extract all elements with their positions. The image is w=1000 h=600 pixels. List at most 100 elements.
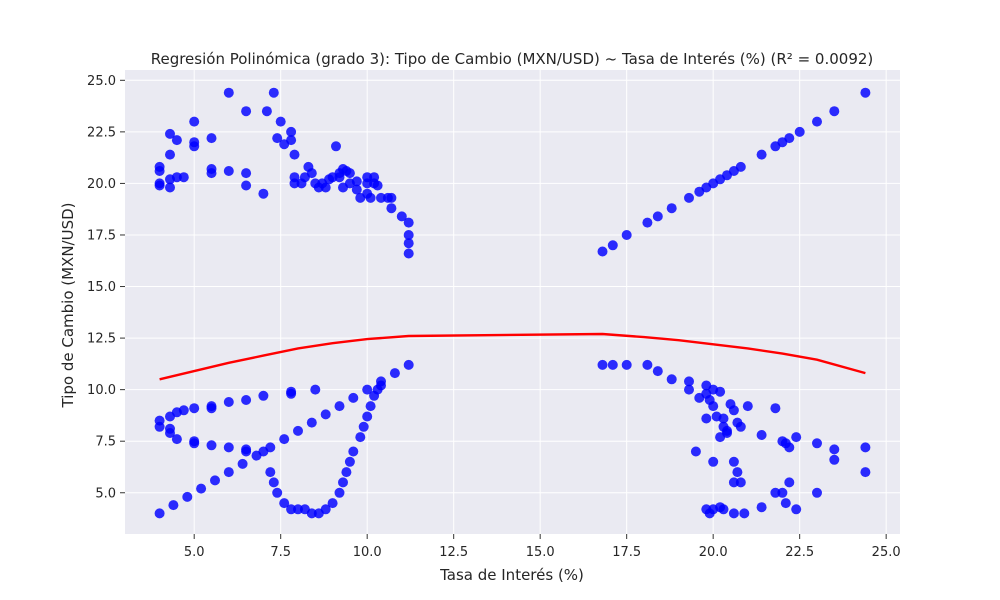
data-point	[829, 454, 840, 465]
data-point	[348, 392, 359, 403]
data-point	[241, 395, 252, 405]
data-point	[196, 483, 207, 494]
x-tick-label: 25.0	[872, 545, 901, 560]
data-point	[403, 217, 414, 228]
data-point	[306, 168, 317, 179]
data-point	[794, 126, 805, 137]
data-point	[279, 434, 290, 445]
data-point	[210, 475, 220, 486]
data-point	[241, 446, 252, 457]
x-tick-label: 10.0	[353, 545, 382, 560]
data-point	[306, 417, 317, 428]
x-tick-label: 12.5	[439, 545, 468, 560]
data-point	[666, 374, 677, 385]
x-axis-label: Tasa de Interés (%)	[439, 566, 584, 584]
data-point	[351, 176, 362, 187]
data-point	[223, 442, 234, 453]
data-point	[621, 230, 632, 240]
data-point	[310, 384, 321, 395]
data-point	[223, 467, 234, 478]
data-point	[812, 487, 822, 498]
data-point	[241, 180, 252, 191]
data-point	[171, 434, 182, 445]
data-point	[279, 498, 290, 509]
data-point	[621, 359, 632, 370]
y-tick-label: 7.5	[95, 435, 116, 450]
data-point	[722, 425, 732, 436]
data-point	[237, 458, 248, 469]
data-point	[860, 442, 871, 453]
data-point	[784, 442, 795, 453]
data-point	[189, 141, 200, 152]
data-point	[770, 487, 781, 498]
data-point	[261, 106, 272, 117]
data-point	[223, 166, 234, 176]
data-point	[742, 401, 753, 412]
data-point	[358, 421, 369, 432]
y-tick-label: 5.0	[95, 486, 116, 501]
x-tick-label: 5.0	[184, 545, 205, 560]
data-point	[386, 203, 397, 214]
data-point	[154, 166, 165, 176]
data-point	[386, 192, 397, 203]
data-point	[320, 182, 331, 193]
data-point	[701, 413, 712, 424]
data-point	[206, 403, 217, 414]
data-point	[791, 432, 802, 443]
data-point	[293, 504, 303, 515]
data-point	[684, 384, 694, 395]
y-tick-label: 22.5	[87, 125, 116, 140]
data-point	[241, 168, 252, 179]
data-point	[178, 172, 189, 183]
data-point	[189, 403, 200, 414]
data-point	[258, 390, 269, 401]
data-point	[338, 477, 348, 488]
data-point	[241, 106, 252, 117]
data-point	[784, 477, 795, 488]
data-point	[780, 498, 791, 509]
data-point	[372, 180, 383, 191]
data-point	[171, 172, 182, 183]
data-point	[334, 487, 345, 498]
data-point	[344, 456, 355, 467]
data-point	[272, 133, 283, 144]
data-point	[293, 425, 303, 436]
data-point	[735, 477, 746, 488]
data-point	[728, 456, 739, 467]
data-point	[718, 413, 729, 424]
data-point	[348, 446, 359, 457]
data-point	[860, 467, 871, 478]
data-point	[154, 508, 165, 519]
data-point	[165, 428, 175, 438]
data-point	[396, 211, 407, 222]
data-point	[860, 87, 871, 98]
data-point	[355, 432, 366, 443]
data-point	[165, 128, 175, 139]
x-tick-label: 22.5	[785, 545, 814, 560]
y-tick-label: 20.0	[87, 177, 116, 192]
data-point	[320, 504, 331, 515]
regression-curve-group	[159, 332, 866, 381]
x-tick-label: 20.0	[699, 545, 728, 560]
scatter-points	[154, 87, 871, 519]
x-tick-label: 7.5	[270, 545, 291, 560]
data-point	[791, 504, 802, 515]
x-tick-label: 15.0	[526, 545, 555, 560]
data-point	[812, 438, 822, 449]
data-point	[258, 446, 269, 457]
data-point	[690, 446, 701, 457]
data-point	[178, 405, 189, 416]
data-point	[334, 401, 345, 412]
data-point	[597, 246, 608, 257]
data-point	[403, 359, 414, 370]
data-point	[182, 491, 193, 502]
data-point	[154, 421, 165, 432]
data-point	[728, 508, 739, 519]
data-point	[403, 238, 414, 249]
y-axis-label: Tipo de Cambio (MXN/USD)	[59, 202, 77, 408]
data-point	[206, 133, 217, 144]
data-point	[642, 359, 653, 370]
data-point	[735, 421, 746, 432]
data-point	[189, 116, 200, 127]
